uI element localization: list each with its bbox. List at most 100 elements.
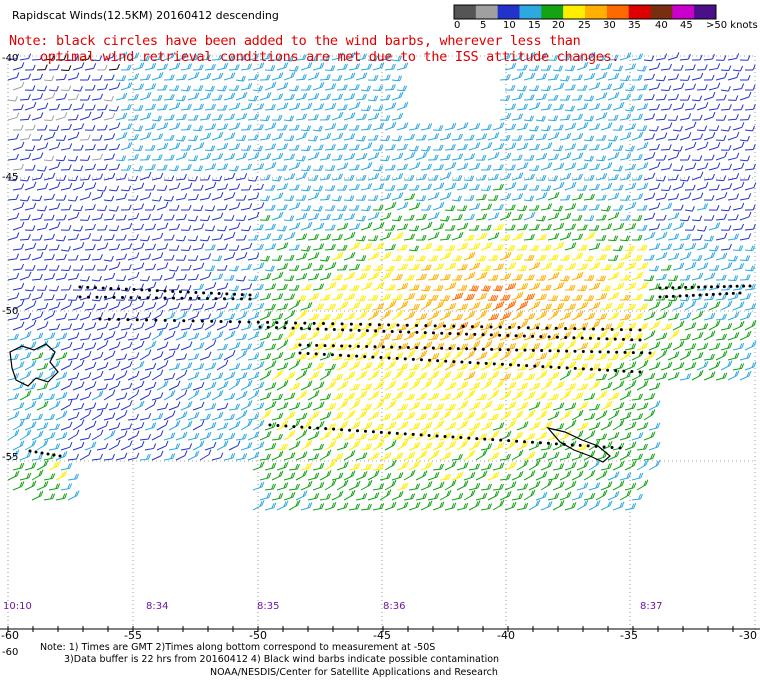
wind-barb [408, 161, 421, 171]
barb-feather [531, 94, 535, 100]
barb-staff [336, 167, 346, 171]
barb-feather [633, 201, 637, 208]
barb-feather [410, 152, 414, 158]
barb-feather [692, 225, 696, 231]
barb-feather [724, 232, 728, 239]
wind-barb [427, 273, 439, 281]
barb-feather [57, 161, 61, 168]
barb-feather [692, 64, 696, 70]
barb-feather [181, 135, 185, 142]
wind-barb [79, 53, 91, 61]
wind-barb [187, 215, 199, 222]
barb-feather [477, 162, 481, 169]
barb-feather [27, 175, 30, 182]
wind-barb [715, 135, 727, 141]
wind-barb [211, 94, 223, 101]
wind-barb [739, 193, 752, 201]
wind-barb [511, 154, 523, 161]
barb-feather [284, 124, 288, 130]
barb-feather [532, 173, 535, 180]
wind-barb [636, 162, 649, 171]
barb-feather [703, 225, 707, 232]
barb-feather [16, 253, 20, 259]
wind-barb [168, 102, 181, 111]
wind-barb [703, 74, 715, 81]
wind-barb [324, 261, 337, 271]
barb-staff [636, 266, 647, 271]
wind-barb [607, 151, 620, 161]
wind-barb [19, 195, 30, 202]
barb-staff [499, 117, 509, 121]
barb-staff [48, 146, 59, 151]
barb-feather [256, 192, 260, 199]
wind-barb [331, 52, 344, 61]
wind-barb [295, 233, 308, 241]
wind-barb [612, 245, 624, 252]
wind-barb [499, 211, 512, 221]
barb-staff [343, 116, 354, 121]
barb-staff [43, 159, 52, 162]
barb-feather [554, 153, 558, 160]
barb-feather [198, 85, 202, 91]
wind-barb [144, 204, 156, 211]
barb-feather [135, 114, 139, 120]
barb-staff [84, 228, 94, 231]
barb-feather [397, 135, 401, 141]
barb-feather [63, 254, 67, 260]
barb-feather [470, 153, 474, 159]
wind-barb [348, 241, 361, 251]
wind-barb [516, 64, 528, 71]
barb-feather [332, 165, 336, 171]
barb-feather [752, 84, 756, 91]
wind-barb [492, 183, 504, 191]
barb-feather [259, 103, 263, 110]
wind-barb [108, 243, 120, 251]
barb-staff [103, 138, 113, 141]
barb-staff [343, 236, 354, 241]
barb-staff [151, 256, 162, 261]
barb-feather [176, 85, 180, 91]
barb-feather [258, 145, 262, 151]
barb-feather [433, 174, 437, 181]
barb-feather [163, 143, 167, 149]
barb-feather [591, 135, 595, 142]
wind-barb [240, 145, 252, 151]
wind-barb [96, 164, 108, 171]
wind-barb [48, 202, 61, 211]
barb-feather [177, 62, 181, 68]
wind-barb [43, 193, 55, 201]
barb-feather [165, 262, 169, 268]
wind-barb [523, 94, 535, 101]
barb-staff [259, 157, 269, 161]
wind-barb [528, 261, 541, 271]
barb-staff [96, 148, 106, 151]
barb-feather [700, 133, 704, 139]
barb-feather [559, 182, 563, 188]
wind-barb [468, 262, 481, 271]
barb-feather [573, 162, 577, 168]
barb-staff [127, 158, 137, 161]
wind-barb [576, 244, 588, 251]
barb-feather [633, 63, 637, 69]
barb-feather [392, 185, 396, 191]
wind-barb [552, 65, 563, 72]
wind-barb [384, 121, 397, 131]
barb-staff [655, 79, 664, 82]
barb-feather [76, 131, 80, 138]
barb-feather [294, 65, 298, 72]
barb-staff [67, 277, 77, 281]
barb-feather [249, 203, 253, 209]
barb-feather [630, 105, 634, 112]
barb-feather [747, 114, 751, 120]
barb-feather [21, 201, 25, 208]
barb-feather [440, 125, 444, 131]
barb-feather [542, 73, 546, 79]
barb-feather [328, 153, 332, 159]
wind-barb [19, 53, 32, 61]
barb-feather [304, 131, 308, 138]
barb-feather [153, 62, 157, 69]
barb-feather [517, 154, 521, 160]
wind-barb [379, 251, 392, 261]
barb-feather [399, 135, 403, 141]
wind-barb [732, 104, 744, 111]
